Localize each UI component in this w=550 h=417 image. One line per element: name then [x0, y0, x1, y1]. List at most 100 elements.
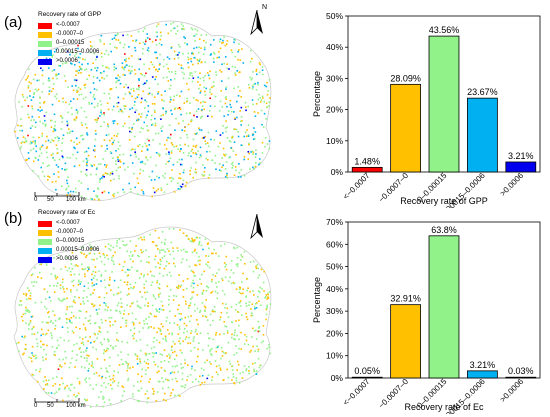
map-pixel	[203, 369, 205, 371]
map-pixel	[58, 100, 60, 102]
map-pixel	[191, 296, 193, 299]
map-pixel	[135, 155, 137, 158]
map-pixel	[109, 88, 112, 91]
map-pixel	[141, 150, 143, 152]
map-pixel	[225, 303, 227, 305]
map-pixel	[29, 143, 32, 145]
map-pixel	[91, 246, 93, 248]
map-pixel	[257, 267, 259, 270]
map-pixel	[80, 182, 83, 184]
map-pixel	[243, 156, 246, 158]
map-pixel	[161, 99, 163, 101]
map-pixel	[25, 79, 27, 81]
map-pixel	[121, 317, 124, 319]
map-pixel	[165, 340, 168, 342]
map-pixel	[249, 60, 252, 63]
data-label: 32.91%	[390, 294, 421, 304]
map-pixel	[93, 341, 95, 343]
map-pixel	[82, 297, 85, 299]
map-pixel	[168, 228, 171, 230]
map-pixel	[78, 164, 81, 167]
map-pixel	[209, 313, 212, 316]
map-pixel	[101, 76, 103, 79]
map-pixel	[26, 298, 28, 301]
map-pixel	[137, 305, 140, 308]
map-pixel	[142, 170, 145, 172]
map-pixel	[258, 163, 260, 166]
map-pixel	[180, 148, 182, 150]
map-pixel	[194, 171, 196, 174]
map-pixel	[160, 249, 163, 251]
map-pixel	[212, 81, 215, 83]
map-pixel	[136, 300, 139, 303]
map-pixel	[69, 270, 72, 273]
map-pixel	[32, 78, 35, 81]
map-pixel	[205, 316, 208, 318]
map-pixel	[211, 379, 213, 381]
map-pixel	[134, 49, 137, 52]
map-pixel	[262, 73, 264, 76]
map-pixel	[255, 265, 257, 268]
y-axis-label: Percentage	[312, 277, 322, 323]
map-pixel	[221, 42, 223, 44]
map-pixel	[168, 353, 170, 356]
map-pixel	[22, 96, 25, 98]
map-pixel	[133, 172, 135, 175]
map-pixel	[55, 73, 57, 76]
map-pixel	[185, 300, 187, 303]
map-pixel	[181, 372, 184, 375]
map-pixel	[86, 127, 88, 129]
map-pixel	[87, 300, 89, 302]
legend-swatch	[38, 256, 52, 263]
map-pixel	[60, 115, 62, 117]
map-pixel	[225, 130, 227, 133]
map-pixel	[53, 314, 56, 317]
map-pixel	[194, 310, 196, 312]
map-pixel	[228, 360, 231, 363]
map-pixel	[119, 161, 122, 163]
map-pixel	[209, 54, 212, 56]
map-pixel	[130, 35, 133, 37]
map-pixel	[107, 348, 110, 350]
map-pixel	[226, 174, 228, 177]
map-pixel	[251, 336, 253, 338]
map-pixel	[122, 34, 124, 37]
map-pixel	[147, 129, 150, 132]
map-pixel	[35, 145, 37, 147]
map-pixel	[94, 130, 97, 132]
map-pixel	[96, 279, 98, 281]
map-pixel	[198, 60, 200, 62]
map-pixel	[190, 58, 192, 60]
map-pixel	[242, 272, 244, 275]
legend-swatch	[38, 49, 52, 56]
map-pixel	[55, 277, 57, 280]
map-pixel	[173, 262, 175, 265]
map-pixel	[19, 147, 22, 150]
map-pixel	[151, 352, 154, 354]
map-pixel	[119, 279, 122, 282]
map-pixel	[41, 109, 43, 111]
map-pixel	[31, 315, 34, 318]
map-pixel	[183, 73, 185, 75]
map-pixel	[115, 77, 117, 79]
map-pixel	[219, 316, 222, 318]
map-pixel	[171, 371, 174, 373]
map-pixel	[198, 127, 200, 129]
map-pixel	[64, 298, 66, 300]
map-pixel	[68, 267, 71, 269]
map-pixel	[197, 62, 199, 65]
map-pixel	[168, 357, 171, 359]
map-pixel	[43, 388, 45, 390]
map-pixel	[233, 282, 236, 285]
map-pixel	[140, 380, 142, 383]
map-pixel	[200, 47, 202, 49]
map-pixel	[147, 367, 149, 369]
map-pixel	[239, 300, 242, 302]
map-pixel	[189, 320, 191, 323]
map-pixel	[242, 371, 244, 374]
map-pixel	[224, 102, 227, 105]
map-pixel	[143, 74, 146, 77]
region-outline	[13, 20, 272, 201]
map-pixel	[60, 300, 63, 302]
map-pixel	[201, 293, 204, 295]
